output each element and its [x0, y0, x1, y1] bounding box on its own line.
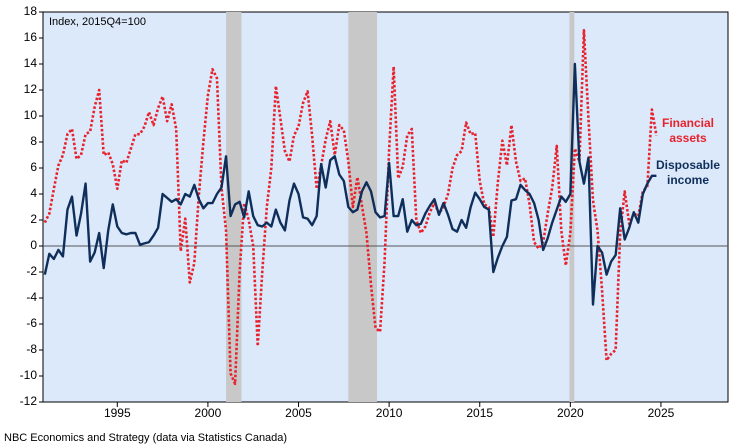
series-label: Financial assets	[661, 116, 714, 145]
y-tick-label: 4	[30, 186, 37, 200]
y-tick-label: 8	[30, 134, 37, 148]
x-tick-label: 2000	[195, 406, 222, 420]
series-label: Disposable income	[655, 158, 721, 187]
x-tick-label: 2015	[466, 406, 493, 420]
series-line	[43, 62, 657, 306]
y-tick-label: 18	[24, 4, 38, 18]
x-tick-label: 2010	[376, 406, 403, 420]
y-tick-label: -8	[26, 342, 37, 356]
y-tick-label: -4	[26, 290, 37, 304]
source: NBC Economics and Strategy (data via Sta…	[4, 432, 287, 444]
y-tick-label: 10	[24, 108, 38, 122]
x-tick-label: 1995	[104, 406, 131, 420]
note: Index, 2015Q4=100	[49, 16, 146, 28]
y-tick-label: 16	[24, 30, 38, 44]
series-line	[43, 28, 658, 386]
x-tick-label: 2020	[557, 406, 584, 420]
x-tick-label: 2025	[648, 406, 675, 420]
y-tick-label: 6	[30, 160, 37, 174]
y-tick-label: -2	[26, 264, 37, 278]
y-tick-label: 14	[24, 56, 38, 70]
y-tick-label: 12	[24, 82, 38, 96]
x-tick-label: 2005	[285, 406, 312, 420]
y-tick-label: 2	[30, 212, 37, 226]
shaded-period	[569, 12, 575, 402]
y-tick-label: -10	[20, 368, 38, 382]
y-tick-label: -12	[20, 394, 38, 408]
y-tick-label: 0	[30, 238, 37, 252]
y-tick-label: -6	[26, 316, 37, 330]
